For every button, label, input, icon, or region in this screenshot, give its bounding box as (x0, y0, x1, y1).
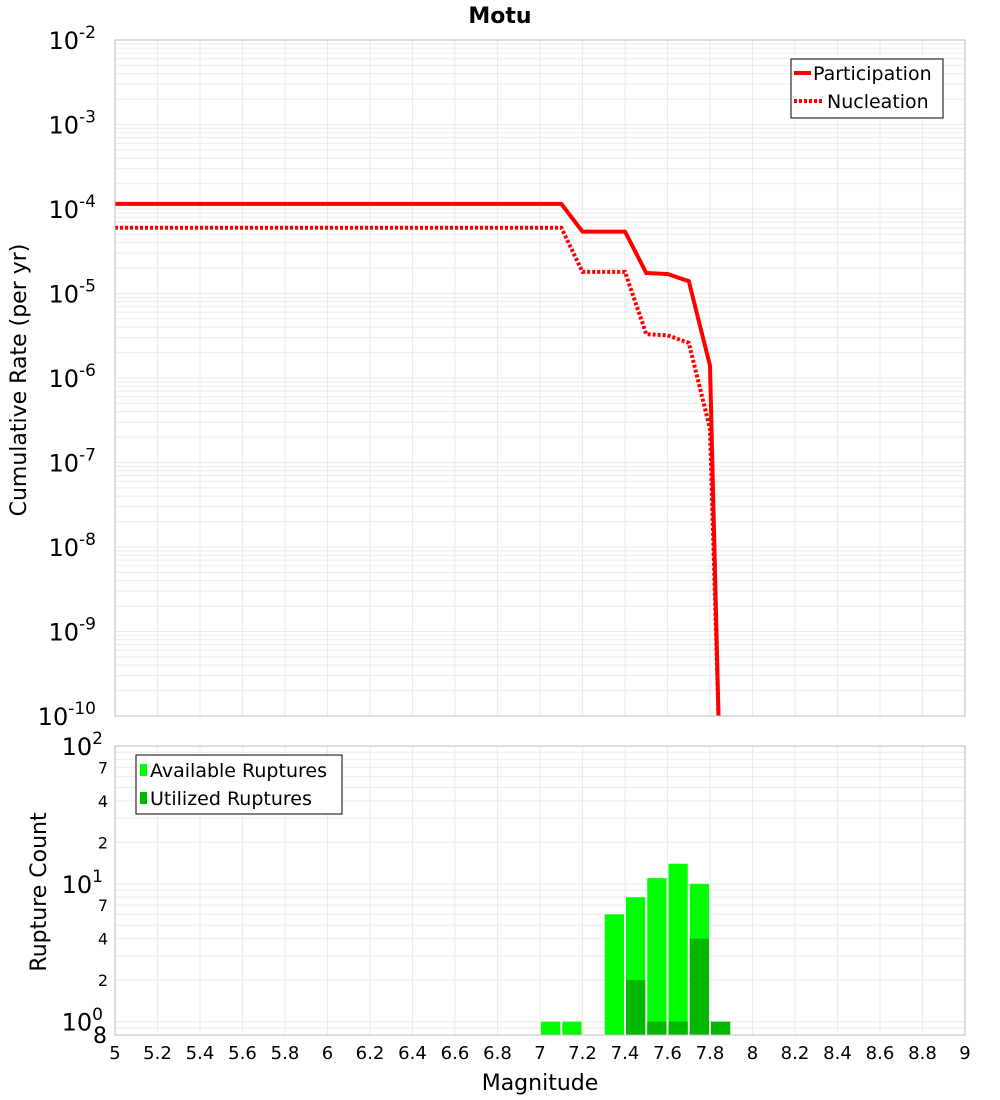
utilized-rupture-bar (690, 939, 709, 1035)
chart-title: Motu (468, 4, 531, 29)
top-y-tick-label: 10-4 (49, 192, 97, 224)
x-axis-label: Magnitude (482, 1071, 599, 1096)
bottom-y-minor-tick-label: 2 (98, 971, 108, 990)
bottom-y-minor-tick-label: 8 (93, 1024, 107, 1049)
x-tick-label: 8 (747, 1043, 758, 1064)
bottom-plot-y-axis-label: Rupture Count (27, 812, 52, 972)
top-y-tick-label-base: 10 (49, 281, 80, 309)
bottom-y-major-tick-label-exponent: 2 (92, 729, 103, 749)
top-y-tick-label-exponent: -2 (79, 23, 96, 43)
x-tick-label: 5.4 (186, 1043, 215, 1064)
top-y-tick-label-base: 10 (49, 534, 80, 562)
utilized-rupture-bar (626, 980, 645, 1035)
top-y-tick-label: 10-2 (49, 23, 97, 55)
x-tick-label: 5 (109, 1043, 120, 1064)
utilized-rupture-bar (711, 1022, 730, 1035)
bottom-y-minor-tick-label: 7 (98, 896, 108, 915)
x-tick-label: 5.8 (271, 1043, 300, 1064)
top-plot-y-axis-label: Cumulative Rate (per yr) (7, 244, 32, 517)
bottom-y-major-tick-label-exponent: 1 (92, 867, 103, 887)
bottom-y-major-tick-label: 101 (62, 867, 103, 899)
series-line-nucleation (115, 228, 719, 716)
top-y-tick-label: 10-7 (49, 446, 97, 478)
x-tick-label: 7.6 (653, 1043, 682, 1064)
top-y-tick-label-exponent: -8 (79, 530, 96, 550)
bottom-y-minor-tick-label: 4 (98, 792, 108, 811)
available-ruptures-legend-swatch (140, 764, 147, 776)
top-y-tick-label-base: 10 (49, 619, 80, 647)
x-tick-label: 8.6 (866, 1043, 895, 1064)
magnitude-chart-figure: Motu 10-1010-910-810-710-610-510-410-310… (0, 0, 1000, 1100)
top-y-tick-label-exponent: -4 (79, 192, 96, 212)
x-tick-label: 7.4 (611, 1043, 640, 1064)
bottom-y-major-tick-label-base: 10 (62, 871, 93, 899)
top-y-tick-label: 10-10 (38, 699, 96, 731)
top-y-tick-label-exponent: -6 (79, 361, 96, 381)
x-tick-label: 6 (322, 1043, 333, 1064)
x-tick-label: 6.4 (398, 1043, 427, 1064)
top-plot-series (115, 204, 719, 716)
top-plot-grid (115, 40, 965, 716)
top-y-tick-label: 10-5 (49, 277, 97, 309)
top-y-tick-label-base: 10 (49, 450, 80, 478)
bottom-y-major-tick-label-base: 10 (62, 1009, 93, 1037)
available-rupture-bar (541, 1022, 560, 1035)
top-y-tick-label: 10-9 (49, 615, 97, 647)
top-y-tick-label-base: 10 (49, 27, 80, 55)
x-tick-label: 7.2 (568, 1043, 597, 1064)
top-y-tick-label-base: 10 (49, 196, 80, 224)
x-tick-label: 8.4 (823, 1043, 852, 1064)
top-y-tick-label-base: 10 (49, 365, 80, 393)
bottom-y-minor-tick-label: 4 (98, 930, 108, 949)
top-plot-legend: Participation Nucleation (791, 59, 943, 118)
bottom-y-major-tick-label-exponent: 0 (92, 1005, 103, 1025)
top-y-tick-label: 10-6 (49, 361, 97, 393)
top-y-tick-label-exponent: -5 (79, 277, 96, 297)
x-axis-tick-labels: 5 5.2 5.4 5.6 5.8 6 6.2 6.4 6.6 6.8 7 7.2 7.4 7.6 7.8 8… (109, 1043, 970, 1064)
bottom-y-minor-tick-label: 2 (98, 833, 108, 852)
top-y-tick-label-base: 10 (38, 703, 69, 731)
bottom-y-major-tick-label-base: 10 (62, 733, 93, 761)
x-tick-label: 6.2 (356, 1043, 385, 1064)
top-y-tick-label-exponent: -7 (79, 446, 96, 466)
x-tick-label: 8.8 (908, 1043, 937, 1064)
utilized-ruptures-legend-swatch (140, 792, 147, 804)
top-y-tick-label-exponent: -3 (79, 108, 96, 128)
available-rupture-bar (562, 1022, 581, 1035)
bottom-y-major-tick-label: 102 (62, 729, 103, 761)
top-y-tick-label-exponent: -9 (79, 615, 96, 635)
nucleation-legend-label: Nucleation (827, 91, 929, 113)
x-tick-label: 7.8 (696, 1043, 725, 1064)
x-tick-label: 8.2 (781, 1043, 810, 1064)
top-y-tick-label-exponent: -10 (68, 699, 96, 719)
top-y-tick-label: 10-8 (49, 530, 97, 562)
x-tick-label: 9 (959, 1043, 970, 1064)
top-y-tick-label: 10-3 (49, 108, 97, 140)
top-y-tick-label-base: 10 (49, 112, 80, 140)
available-rupture-bar (605, 914, 624, 1035)
participation-legend-label: Participation (813, 63, 932, 85)
utilized-rupture-bar (669, 1022, 688, 1035)
bottom-y-minor-tick-label: 7 (98, 758, 108, 777)
x-tick-label: 6.6 (441, 1043, 470, 1064)
utilized-rupture-bar (647, 1022, 666, 1035)
bottom-plot-bars (541, 864, 730, 1035)
utilized-ruptures-legend-label: Utilized Ruptures (150, 788, 312, 810)
available-rupture-bar (669, 864, 688, 1035)
available-ruptures-legend-label: Available Ruptures (150, 760, 327, 782)
x-tick-label: 6.8 (483, 1043, 512, 1064)
x-tick-label: 5.2 (143, 1043, 172, 1064)
x-tick-label: 5.6 (228, 1043, 257, 1064)
bottom-plot-legend: Available Ruptures Utilized Ruptures (136, 755, 342, 814)
x-tick-label: 7 (534, 1043, 545, 1064)
available-rupture-bar (647, 878, 666, 1035)
